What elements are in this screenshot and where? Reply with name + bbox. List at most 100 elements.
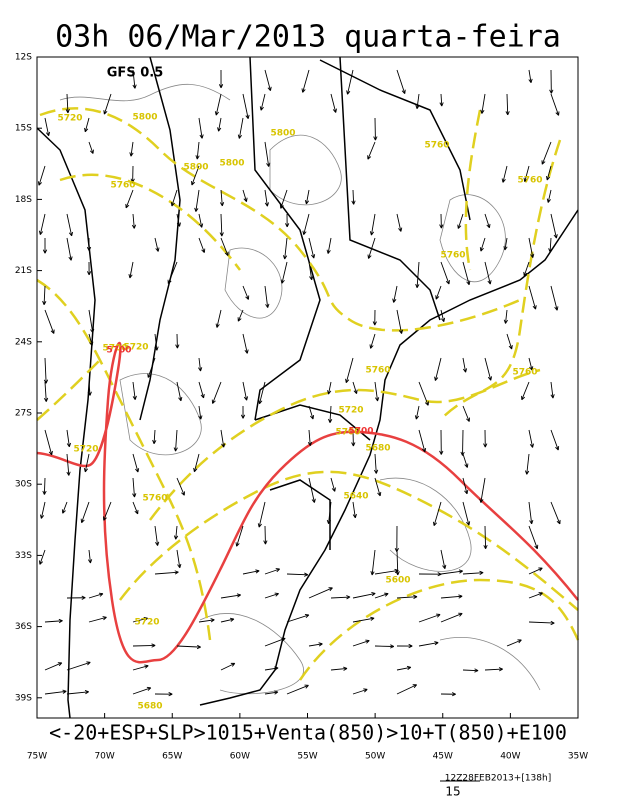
wind-arrow (264, 568, 280, 575)
wind-arrow (176, 549, 182, 569)
gray-contours (59, 83, 541, 695)
wind-arrow (103, 93, 112, 115)
wind-arrow (462, 501, 471, 526)
wind-arrow (286, 614, 310, 623)
wind-arrow (550, 93, 560, 116)
wind-arrow (352, 639, 370, 647)
wind-arrow (66, 213, 74, 237)
wind-arrow (86, 237, 92, 251)
wind-arrow (129, 141, 134, 157)
wind-arrow (198, 618, 215, 623)
wind-arrow (503, 237, 508, 251)
wind-arrow (152, 429, 157, 445)
wind-arrow (483, 525, 488, 550)
wind-arrow (304, 189, 310, 205)
wind-arrow (219, 213, 224, 237)
wind-arrow (65, 93, 70, 114)
wind-arrow (434, 357, 442, 381)
wind-arrow (479, 477, 486, 503)
wind-arrow (528, 592, 543, 599)
wind-arrow (373, 453, 379, 474)
wind-arrows (37, 69, 561, 697)
red-contour (36, 342, 579, 664)
wind-arrow (242, 381, 249, 401)
wind-arrow (549, 69, 554, 94)
wind-arrow (280, 261, 288, 284)
wind-arrow (352, 592, 376, 599)
wind-arrow (330, 477, 336, 492)
wind-arrow (352, 501, 357, 519)
wind-arrow (154, 333, 159, 351)
contour-label: 5700 (335, 428, 360, 438)
wind-arrow (418, 613, 441, 623)
wind-arrow (259, 93, 266, 111)
wind-arrow (211, 381, 222, 404)
wind-arrow (330, 93, 337, 113)
lat-tick-label: 30S (15, 480, 32, 490)
wind-arrow (43, 381, 49, 402)
wind-arrow (528, 69, 533, 84)
wind-arrow (457, 213, 464, 229)
wind-arrow (264, 285, 270, 308)
wind-arrow (395, 549, 400, 576)
wind-arrow (367, 237, 376, 259)
wind-arrow (286, 572, 309, 577)
wind-arrow (480, 93, 486, 114)
wind-arrow (345, 357, 354, 384)
wind-arrow (193, 453, 200, 473)
wind-arrow (462, 261, 471, 286)
wind-arrow (415, 261, 420, 289)
wind-arrow (84, 117, 90, 133)
wind-arrow (242, 333, 249, 354)
wind-arrow (546, 189, 552, 203)
lon-tick-label: 45W (433, 752, 453, 762)
wind-arrow (242, 189, 248, 202)
wind-arrow (154, 237, 160, 252)
wind-arrow (352, 688, 368, 695)
wind-arrow (439, 93, 444, 107)
wind-arrow (66, 595, 86, 600)
wind-arrow (198, 357, 203, 372)
wind-arrow (264, 690, 279, 695)
contour-label: 5720 (73, 445, 98, 455)
wind-arrow (415, 93, 420, 110)
wind-arrow (132, 477, 137, 498)
wind-arrow (528, 237, 535, 258)
wind-arrow (440, 612, 463, 623)
wind-arrow (195, 141, 200, 160)
wind-arrow (39, 549, 46, 565)
wind-arrow (352, 381, 358, 394)
wind-arrow (173, 525, 179, 540)
wind-arrow (217, 117, 222, 132)
contour-label: 5640 (343, 492, 368, 502)
wind-arrow (264, 592, 279, 599)
plot-area: 5720 5800 5800 5800 5800 5760 5760 5760 5760 5760… (36, 56, 580, 719)
wind-arrow (506, 639, 522, 647)
wind-arrow (501, 165, 508, 183)
wind-arrow (264, 666, 279, 671)
wind-arrow (528, 285, 537, 310)
contour-label: 5720 (123, 343, 148, 353)
wind-arrow (307, 429, 313, 446)
wind-arrow (154, 692, 173, 697)
wind-arrow (132, 686, 152, 695)
wind-arrow (528, 620, 555, 626)
wind-arrow (460, 429, 465, 456)
wind-arrow (439, 213, 444, 229)
wind-arrow (396, 684, 418, 695)
wind-arrow (372, 309, 377, 326)
wind-arrow (42, 477, 47, 495)
wind-arrow (37, 165, 46, 186)
wind-arrow (346, 69, 354, 95)
lon-tick-label: 40W (500, 752, 520, 762)
coastline (36, 56, 579, 719)
wind-arrow (132, 453, 140, 473)
wind-arrow (432, 501, 442, 527)
wind-arrow (86, 261, 92, 276)
lat-tick-label: 33S (15, 551, 32, 561)
wind-arrow (219, 189, 225, 207)
model-label: GFS 0.5 (107, 66, 163, 81)
lat-tick-label: 24S (15, 337, 32, 347)
wind-arrow (301, 69, 310, 93)
wind-arrow (462, 405, 470, 422)
